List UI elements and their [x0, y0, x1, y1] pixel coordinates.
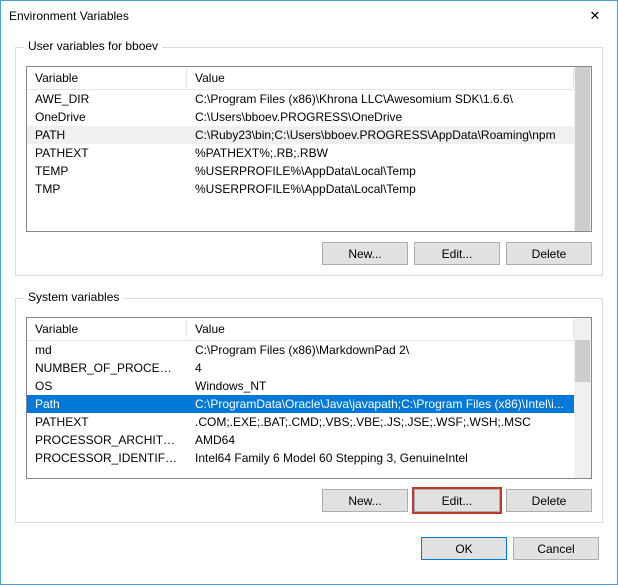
spacer	[15, 276, 603, 290]
cell-value: C:\Program Files (x86)\MarkdownPad 2\	[187, 341, 574, 360]
table-row[interactable]: mdC:\Program Files (x86)\MarkdownPad 2\	[27, 341, 574, 360]
table-row[interactable]: OSWindows_NT	[27, 377, 574, 395]
system-group-title: System variables	[24, 290, 123, 304]
table-row[interactable]: PATHEXT.COM;.EXE;.BAT;.CMD;.VBS;.VBE;.JS…	[27, 413, 574, 431]
user-new-button[interactable]: New...	[322, 242, 408, 265]
cell-value: %USERPROFILE%\AppData\Local\Temp	[187, 180, 574, 198]
table-row[interactable]: AWE_DIRC:\Program Files (x86)\Khrona LLC…	[27, 90, 574, 109]
table-row[interactable]: PATHC:\Ruby23\bin;C:\Users\bboev.PROGRES…	[27, 126, 574, 144]
titlebar: Environment Variables ✕	[1, 1, 617, 31]
user-variables-list[interactable]: Variable Value AWE_DIRC:\Program Files (…	[26, 66, 592, 232]
table-row[interactable]: OneDriveC:\Users\bboev.PROGRESS\OneDrive	[27, 108, 574, 126]
cell-variable: PATHEXT	[27, 413, 187, 431]
system-button-row: New... Edit... Delete	[26, 489, 592, 512]
col-header-variable[interactable]: Variable	[27, 318, 187, 341]
system-scroll-thumb[interactable]	[575, 340, 590, 382]
cell-value: 4	[187, 359, 574, 377]
cell-value: .COM;.EXE;.BAT;.CMD;.VBS;.VBE;.JS;.JSE;.…	[187, 413, 574, 431]
cell-variable: PATHEXT	[27, 144, 187, 162]
ok-button[interactable]: OK	[421, 537, 507, 560]
table-row[interactable]: PROCESSOR_IDENTIFIERIntel64 Family 6 Mod…	[27, 449, 574, 467]
cell-variable: Path	[27, 395, 187, 413]
user-delete-button[interactable]: Delete	[506, 242, 592, 265]
system-variables-list[interactable]: Variable Value mdC:\Program Files (x86)\…	[26, 317, 592, 479]
cell-value: %USERPROFILE%\AppData\Local\Temp	[187, 162, 574, 180]
user-variables-table: Variable Value AWE_DIRC:\Program Files (…	[27, 67, 574, 198]
table-row[interactable]: PATHEXT%PATHEXT%;.RB;.RBW	[27, 144, 574, 162]
cell-value: %PATHEXT%;.RB;.RBW	[187, 144, 574, 162]
cell-variable: NUMBER_OF_PROCESSORS	[27, 359, 187, 377]
cell-value: Windows_NT	[187, 377, 574, 395]
system-delete-button[interactable]: Delete	[506, 489, 592, 512]
system-edit-button[interactable]: Edit...	[414, 489, 500, 512]
col-header-value[interactable]: Value	[187, 67, 574, 90]
cell-value: C:\Program Files (x86)\Khrona LLC\Awesom…	[187, 90, 574, 109]
dialog-content: User variables for bboev Variable Value …	[1, 31, 617, 584]
cell-value: Intel64 Family 6 Model 60 Stepping 3, Ge…	[187, 449, 574, 467]
dialog-button-row: OK Cancel	[15, 537, 603, 560]
cell-value: C:\Ruby23\bin;C:\Users\bboev.PROGRESS\Ap…	[187, 126, 574, 144]
system-variables-table: Variable Value mdC:\Program Files (x86)\…	[27, 318, 574, 467]
system-new-button[interactable]: New...	[322, 489, 408, 512]
cell-value: C:\Users\bboev.PROGRESS\OneDrive	[187, 108, 574, 126]
table-row[interactable]: TEMP%USERPROFILE%\AppData\Local\Temp	[27, 162, 574, 180]
cell-variable: PATH	[27, 126, 187, 144]
table-row[interactable]: NUMBER_OF_PROCESSORS4	[27, 359, 574, 377]
col-header-value[interactable]: Value	[187, 318, 574, 341]
env-vars-dialog: Environment Variables ✕ User variables f…	[0, 0, 618, 585]
close-icon: ✕	[590, 8, 601, 24]
cell-variable: TEMP	[27, 162, 187, 180]
table-row[interactable]: PROCESSOR_ARCHITECTUREAMD64	[27, 431, 574, 449]
cancel-button[interactable]: Cancel	[513, 537, 599, 560]
system-scrollbar[interactable]	[574, 318, 591, 478]
user-button-row: New... Edit... Delete	[26, 242, 592, 265]
table-row[interactable]: PathC:\ProgramData\Oracle\Java\javapath;…	[27, 395, 574, 413]
cell-variable: TMP	[27, 180, 187, 198]
cell-value: C:\ProgramData\Oracle\Java\javapath;C:\P…	[187, 395, 574, 413]
col-header-variable[interactable]: Variable	[27, 67, 187, 90]
cell-variable: md	[27, 341, 187, 360]
user-edit-button[interactable]: Edit...	[414, 242, 500, 265]
close-button[interactable]: ✕	[573, 1, 617, 31]
cell-variable: OneDrive	[27, 108, 187, 126]
cell-value: AMD64	[187, 431, 574, 449]
cell-variable: PROCESSOR_IDENTIFIER	[27, 449, 187, 467]
user-scrollbar[interactable]	[574, 67, 591, 231]
table-row[interactable]: TMP%USERPROFILE%\AppData\Local\Temp	[27, 180, 574, 198]
cell-variable: PROCESSOR_ARCHITECTURE	[27, 431, 187, 449]
user-variables-group: User variables for bboev Variable Value …	[15, 47, 603, 276]
window-title: Environment Variables	[9, 9, 129, 23]
cell-variable: AWE_DIR	[27, 90, 187, 109]
system-variables-group: System variables Variable Value mdC:\Pro…	[15, 298, 603, 523]
user-scroll-thumb[interactable]	[575, 67, 590, 231]
cell-variable: OS	[27, 377, 187, 395]
user-group-title: User variables for bboev	[24, 39, 162, 53]
